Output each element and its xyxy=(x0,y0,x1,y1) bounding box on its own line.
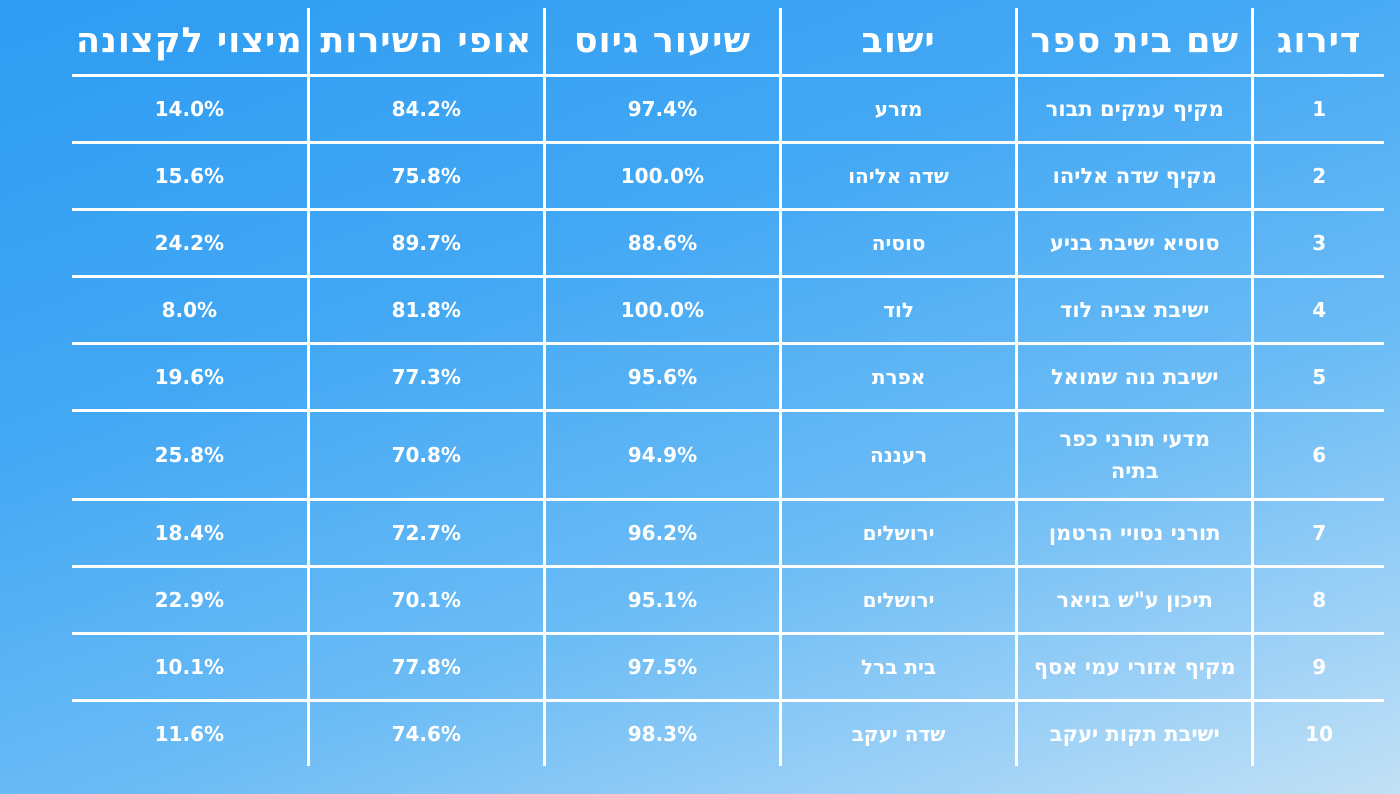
rankings-table-container: דירוג שם בית ספר ישוב שיעור גיוס אופי הש… xyxy=(72,8,1384,778)
cell-enlistment-rate: 96.2% xyxy=(542,499,781,568)
cell-officer-rate: 19.6% xyxy=(72,343,309,412)
cell-school-name: תורני נסויי הרטמן xyxy=(1015,499,1253,568)
cell-school-name: תיכון ע"ש בויאר xyxy=(1015,566,1253,635)
cell-city: בית ברל xyxy=(778,633,1017,702)
cell-school-name: מקיף אזורי עמי אסף xyxy=(1015,633,1253,702)
cell-officer-rate: 11.6% xyxy=(154,722,225,746)
cell-school-name: ישיבת נוה שמואל xyxy=(1015,343,1253,412)
cell-rank: 5 xyxy=(1251,343,1384,412)
cell-school-name: ישיבת תקות יעקב xyxy=(1015,700,1253,766)
table-row: 8 תיכון ע"ש בויאר ירושלים 95.1% 70.1% 22… xyxy=(72,566,1384,635)
header-officer-rate: מיצוי לקצונה xyxy=(72,8,309,77)
header-service-type: אופי השירות xyxy=(306,8,545,77)
header-school-name: שם בית ספר xyxy=(1015,8,1253,77)
cell-rank: 3 xyxy=(1251,209,1384,278)
cell-officer-rate: 8.0% xyxy=(72,276,309,345)
cell-rank: 4 xyxy=(1251,276,1384,345)
cell-city: אפרת xyxy=(778,343,1017,412)
cell-city: רעננה xyxy=(778,410,1017,501)
cell-service-type: 75.8% xyxy=(306,142,545,211)
cell-rank: 7 xyxy=(1251,499,1384,568)
cell-officer-rate: 22.9% xyxy=(72,566,309,635)
cell-city: שדה יעקב xyxy=(778,700,1017,766)
table-row: 2 מקיף שדה אליהו שדה אליהו 100.0% 75.8% … xyxy=(72,142,1384,211)
cell-school-name: מקיף עמקים תבור xyxy=(1015,75,1253,144)
cell-enlistment-rate: 100.0% xyxy=(542,276,781,345)
header-enlistment-rate: שיעור גיוס xyxy=(542,8,781,77)
cell-service-type: 70.8% xyxy=(306,410,545,501)
cell-school-name: מקיף שדה אליהו xyxy=(1015,142,1253,211)
cell-officer-rate: 18.4% xyxy=(72,499,309,568)
cell-service-type: 74.6% xyxy=(306,700,545,766)
cell-officer-rate: 25.8% xyxy=(72,410,309,501)
cell-service-type: 84.2% xyxy=(306,75,545,144)
table-row: 6 מדעי תורני כפר בתיה רעננה 94.9% 70.8% … xyxy=(72,410,1384,501)
cell-rank: 8 xyxy=(1251,566,1384,635)
cell-officer-rate: 10.1% xyxy=(72,633,309,702)
table-row: 4 ישיבת צביה לוד לוד 100.0% 81.8% 8.0% xyxy=(72,276,1384,345)
cell-city: ירושלים xyxy=(778,566,1017,635)
table-row: 7 תורני נסויי הרטמן ירושלים 96.2% 72.7% … xyxy=(72,499,1384,568)
cell-city: סוסיה xyxy=(778,209,1017,278)
cell-enlistment-rate: 88.6% xyxy=(542,209,781,278)
cell-service-type: 72.7% xyxy=(306,499,545,568)
table-row: 1 מקיף עמקים תבור מזרע 97.4% 84.2% 14.0% xyxy=(72,75,1384,144)
table-row: 3 סוסיא ישיבת בניע סוסיה 88.6% 89.7% 24.… xyxy=(72,209,1384,278)
cell-service-type: 89.7% xyxy=(306,209,545,278)
table-row: 9 מקיף אזורי עמי אסף בית ברל 97.5% 77.8%… xyxy=(72,633,1384,702)
cell-officer-rate: 15.6% xyxy=(72,142,309,211)
school-rankings-table: דירוג שם בית ספר ישוב שיעור גיוס אופי הש… xyxy=(72,8,1384,766)
cell-enlistment-rate: 95.1% xyxy=(542,566,781,635)
cell-rank: 2 xyxy=(1251,142,1384,211)
cell-school-name: סוסיא ישיבת בניע xyxy=(1015,209,1253,278)
cell-school-name: מדעי תורני כפר בתיה xyxy=(1015,410,1253,501)
cell-officer-rate: 24.2% xyxy=(72,209,309,278)
cell-rank: 10 xyxy=(1251,700,1384,766)
cell-enlistment-rate: 97.5% xyxy=(542,633,781,702)
cell-service-type: 77.3% xyxy=(306,343,545,412)
table-header-row: דירוג שם בית ספר ישוב שיעור גיוס אופי הש… xyxy=(72,8,1384,77)
cell-service-type: 70.1% xyxy=(306,566,545,635)
header-city: ישוב xyxy=(778,8,1017,77)
table-row: 10 ישיבת תקות יעקב שדה יעקב 98.3% 74.6% … xyxy=(72,700,1384,766)
cell-enlistment-rate: 100.0% xyxy=(542,142,781,211)
cell-rank: 9 xyxy=(1251,633,1384,702)
cell-service-type: 81.8% xyxy=(306,276,545,345)
cell-rank: 1 xyxy=(1251,75,1384,144)
table-row: 5 ישיבת נוה שמואל אפרת 95.6% 77.3% 19.6% xyxy=(72,343,1384,412)
cell-city: לוד xyxy=(778,276,1017,345)
cell-enlistment-rate: 97.4% xyxy=(542,75,781,144)
cell-enlistment-rate: 98.3% xyxy=(542,700,781,766)
cell-enlistment-rate: 94.9% xyxy=(542,410,781,501)
cell-city: ירושלים xyxy=(778,499,1017,568)
cell-rank: 6 xyxy=(1251,410,1384,501)
header-rank: דירוג xyxy=(1251,8,1384,77)
cell-service-type: 77.8% xyxy=(306,633,545,702)
cell-city: מזרע xyxy=(778,75,1017,144)
cell-city: שדה אליהו xyxy=(778,142,1017,211)
cell-officer-rate: 14.0% xyxy=(72,75,309,144)
cell-enlistment-rate: 95.6% xyxy=(542,343,781,412)
cell-school-name: ישיבת צביה לוד xyxy=(1015,276,1253,345)
